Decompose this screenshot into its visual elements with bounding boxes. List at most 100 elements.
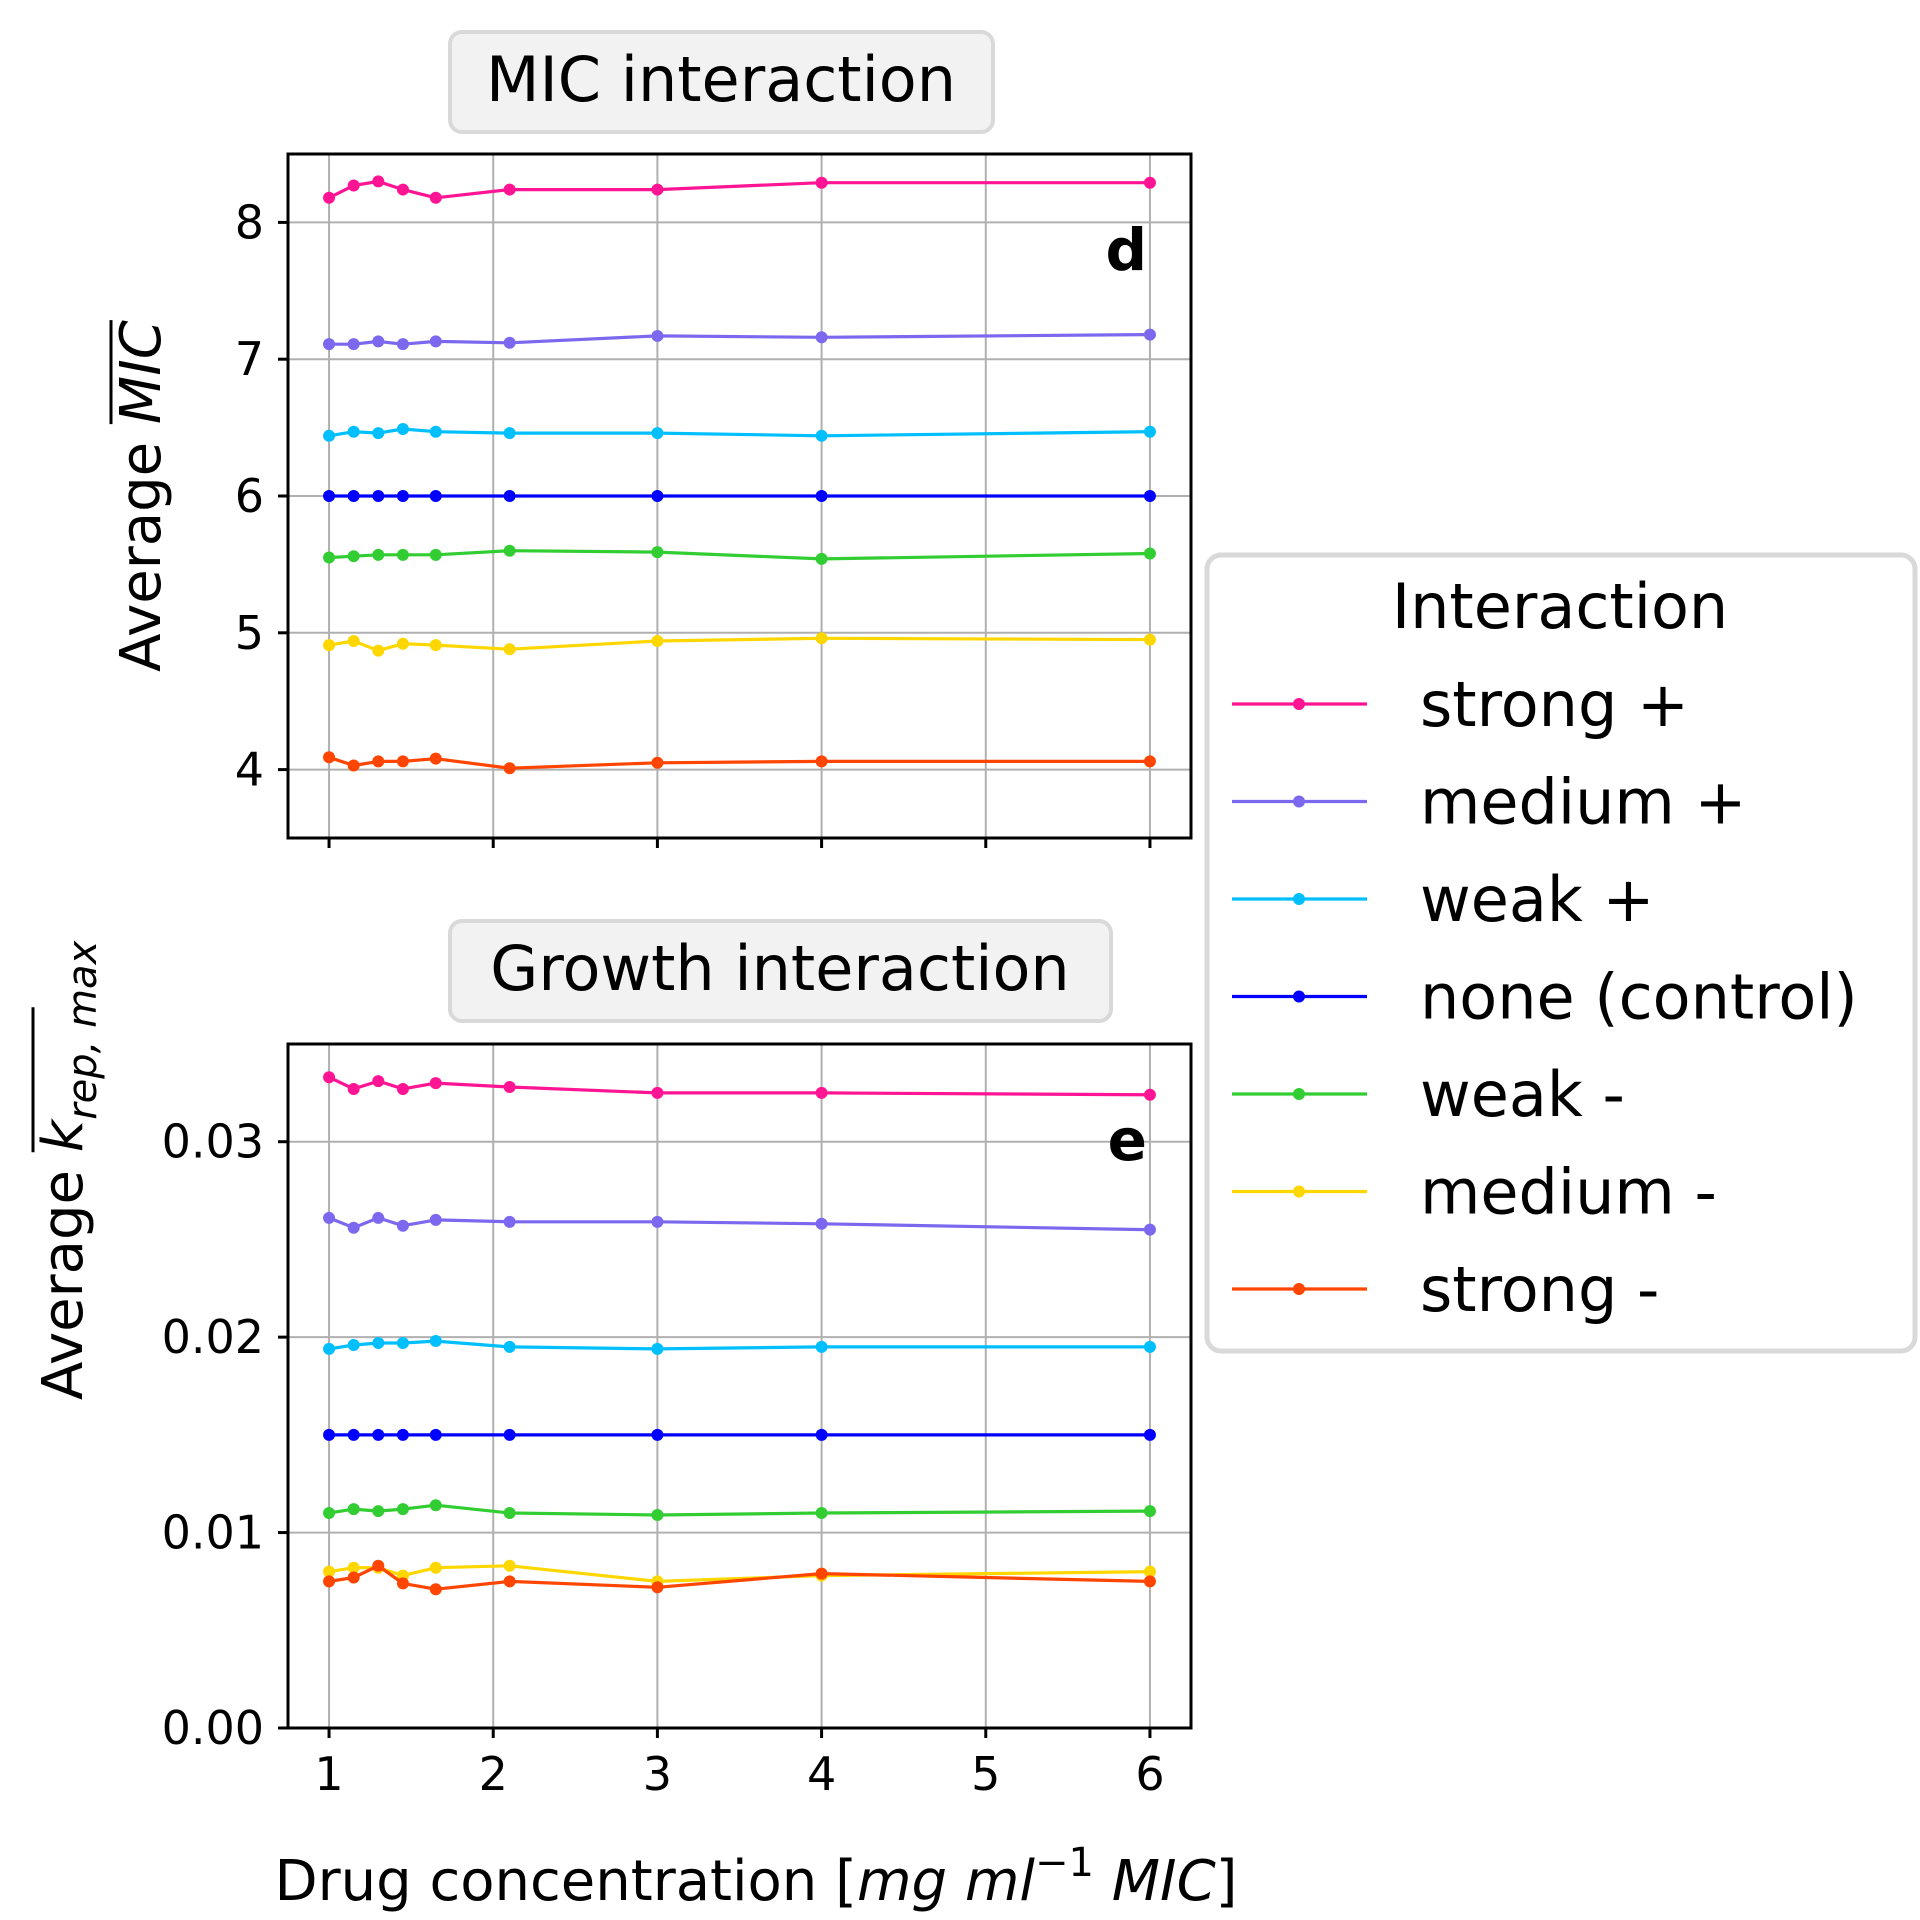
legend-item: medium + (1232, 766, 1746, 839)
series-medium (323, 632, 1156, 657)
series-line (328, 636, 1151, 653)
data-point (815, 331, 828, 344)
data-point (815, 1217, 828, 1230)
data-point (651, 329, 664, 342)
data-point (347, 1571, 360, 1584)
data-point (372, 548, 385, 561)
data-point (396, 1082, 409, 1095)
data-point (815, 1086, 828, 1099)
data-point (651, 490, 664, 502)
data-point (651, 1215, 664, 1228)
legend-swatch-marker (1293, 698, 1305, 710)
legend-title: Interaction (1392, 570, 1728, 643)
legend-item: medium - (1232, 1156, 1717, 1229)
data-point (323, 429, 336, 442)
data-point (347, 1338, 360, 1351)
x-tick-label: 4 (807, 1747, 836, 1801)
x-tick-label: 5 (971, 1747, 1000, 1801)
legend-items: strong + medium + weak + none (control) weak… (1232, 668, 1858, 1326)
legend-swatch-marker (1293, 990, 1305, 1003)
data-point (323, 490, 336, 502)
panel-label: d (1105, 216, 1147, 284)
data-point (372, 335, 385, 348)
y-axis-label-text: Average MIC (109, 320, 174, 672)
data-point (347, 1428, 360, 1441)
data-point (372, 1211, 385, 1224)
legend-label: strong - (1420, 1253, 1659, 1326)
series-strong (323, 175, 1156, 204)
legend-frame (1204, 552, 1918, 1354)
series-strong (323, 1071, 1156, 1101)
x-axis-label-unit: mg ml (857, 1849, 1035, 1914)
data-point (503, 1507, 516, 1520)
data-point (396, 548, 409, 561)
series-medium (323, 1211, 1156, 1236)
data-point (429, 425, 442, 438)
data-point (503, 490, 516, 502)
data-point (503, 1428, 516, 1441)
data-point (429, 1335, 442, 1348)
series-weak (323, 544, 1156, 565)
data-point (651, 1428, 664, 1441)
data-point (323, 551, 336, 564)
series-medium (323, 328, 1156, 351)
series-weak (323, 422, 1156, 442)
data-point (347, 635, 360, 648)
data-point (503, 427, 516, 440)
grid (288, 1044, 1191, 1729)
data-point (323, 1428, 336, 1441)
data-point (1143, 490, 1156, 502)
data-point (396, 1577, 409, 1590)
series-strong (323, 751, 1156, 775)
legend-swatch-marker (1293, 1185, 1305, 1198)
data-point (396, 1503, 409, 1516)
data-point (347, 1082, 360, 1095)
y-axis-label-subscript: rep, max (60, 940, 106, 1119)
panel-label: e (1108, 1106, 1147, 1174)
data-point (815, 1428, 828, 1441)
data-point (503, 1575, 516, 1588)
legend-item: strong - (1232, 1253, 1659, 1326)
y-tick-label: 7 (235, 332, 264, 386)
data-point (1143, 1575, 1156, 1588)
title-box (448, 30, 995, 134)
data-point (323, 1071, 336, 1084)
x-axis-label-suffix: ] (1216, 1849, 1238, 1914)
axes: 4 5 6 7 8 (235, 195, 1152, 848)
y-tick-label: 8 (235, 195, 264, 249)
data-point (372, 1075, 385, 1088)
series-line (328, 427, 1151, 438)
data-point (651, 1581, 664, 1594)
axes: 1 2 3 4 5 6 0.00 0.01 0.02 0.03 (162, 1115, 1165, 1801)
data-point (815, 755, 828, 768)
series-line (328, 1075, 1151, 1097)
data-point (1143, 755, 1156, 768)
series-lines (323, 1071, 1156, 1596)
data-point (429, 1561, 442, 1574)
data-point (347, 179, 360, 192)
y-tick-label: 5 (235, 606, 264, 660)
y-axis-label-symbol: MIC (109, 320, 174, 424)
data-point (815, 1507, 828, 1520)
x-axis-label-prefix: Drug concentration [ (274, 1849, 856, 1914)
data-point (815, 176, 828, 189)
data-point (429, 548, 442, 561)
y-tick-label: 6 (235, 469, 264, 523)
data-point (323, 338, 336, 351)
data-point (815, 552, 828, 565)
series-line (328, 549, 1151, 561)
data-point (503, 643, 516, 656)
data-point (429, 1583, 442, 1596)
data-point (396, 1337, 409, 1350)
data-point (1143, 1428, 1156, 1441)
x-axis-label-unit2: MIC (1094, 1849, 1216, 1914)
data-point (396, 1428, 409, 1441)
data-point (323, 751, 336, 764)
series-line (329, 333, 1151, 346)
data-point (1143, 1223, 1156, 1236)
data-point (429, 1213, 442, 1226)
series-line (328, 755, 1150, 770)
data-point (503, 544, 516, 557)
series-weak (323, 1335, 1156, 1355)
data-point (1143, 1505, 1156, 1518)
